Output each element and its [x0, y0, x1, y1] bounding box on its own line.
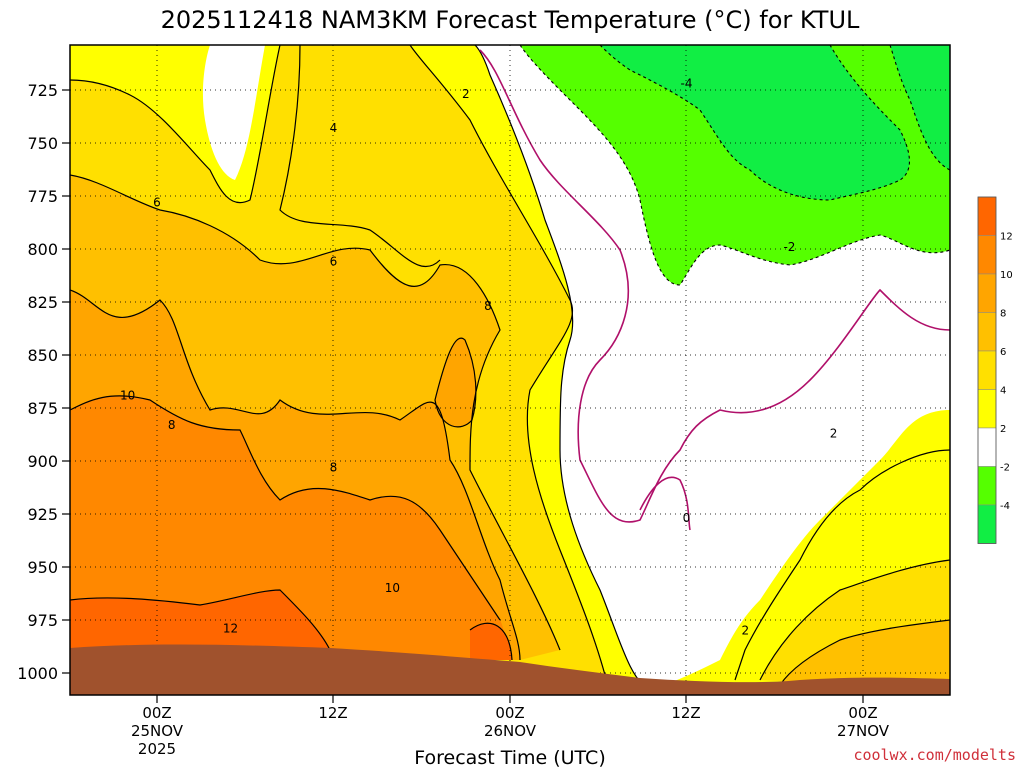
y-tick-label: 725 — [27, 81, 58, 100]
contour-line — [70, 589, 331, 651]
band-neg6-neg4-right — [890, 45, 950, 170]
y-tick-label: 925 — [27, 505, 58, 524]
x-tick-label: 2025 — [138, 740, 176, 758]
contour-line — [70, 395, 501, 621]
band-8-10-cell — [435, 338, 476, 427]
colorbar-swatch — [977, 350, 997, 390]
cold-contours — [519, 45, 950, 286]
zero-contour-line — [639, 476, 691, 531]
y-tick-label: 825 — [27, 293, 58, 312]
contour-line — [70, 45, 281, 204]
contour-label: -4 — [681, 77, 693, 91]
zero-contour-line — [479, 49, 950, 523]
colorbar-swatch — [977, 466, 997, 506]
x-tick-label: 26NOV — [484, 722, 537, 740]
contour-label: 2 — [462, 87, 470, 101]
contour-line — [759, 559, 950, 681]
contour-line — [469, 622, 513, 661]
colorbar-swatch — [977, 389, 997, 429]
contour-label: 0 — [683, 511, 691, 525]
contour-label: 2 — [830, 426, 838, 440]
contour-label: -2 — [783, 240, 795, 254]
band-12-14-cell — [470, 623, 512, 660]
y-tick-label: 975 — [27, 611, 58, 630]
x-axis-label: Forecast Time (UTC) — [414, 747, 605, 768]
colorbar-frame — [977, 196, 997, 544]
y-tick-label: 800 — [27, 240, 58, 259]
colorbar-tick-label: 4 — [1000, 386, 1006, 397]
colorbar-swatch — [977, 504, 997, 544]
contour-line — [474, 45, 651, 691]
colorbar-tick-label: 12 — [1000, 232, 1013, 243]
colorbar-swatch — [977, 273, 997, 313]
y-tick-label: 850 — [27, 346, 58, 365]
contour-label: 12 — [223, 621, 238, 635]
contour-line-neg2 — [519, 45, 950, 286]
contour-line — [279, 45, 441, 268]
contour-label: 8 — [484, 299, 492, 313]
contour-lines — [70, 45, 950, 695]
colorbar-tick-label: 6 — [1000, 347, 1006, 358]
colorbar-tick-label: 2 — [1000, 424, 1006, 435]
band-10-12 — [70, 395, 505, 660]
y-tick-label: 900 — [27, 452, 58, 471]
contour-line — [434, 337, 477, 428]
contour-label: 4 — [330, 121, 338, 135]
contour-line — [779, 619, 950, 686]
contour-label: 6 — [330, 255, 338, 269]
contour-label: 6 — [153, 195, 161, 209]
contour-label: 8 — [330, 460, 338, 474]
y-tick-label: 950 — [27, 558, 58, 577]
plot-area — [70, 45, 950, 695]
colorbar: 12 10 8 6 4 2 -2 -4 — [977, 196, 1013, 544]
chart-title: 2025112418 NAM3KM Forecast Temperature (… — [161, 6, 860, 34]
x-tick-label: 00Z — [848, 704, 877, 722]
y-tick-label: 750 — [27, 134, 58, 153]
colorbar-swatch — [977, 235, 997, 275]
zero-contour — [479, 49, 950, 531]
ground — [70, 644, 950, 695]
y-tick-label: 875 — [27, 399, 58, 418]
contour-line-neg4 — [599, 45, 910, 201]
colorbar-tick-label: 8 — [1000, 309, 1006, 320]
x-tick-label: 12Z — [671, 704, 700, 722]
x-tick-label: 00Z — [142, 704, 171, 722]
contour-line — [409, 45, 611, 695]
colorbar-tick-label: -4 — [1000, 501, 1010, 512]
contour-label: 2 — [742, 624, 750, 638]
contour-line — [70, 289, 521, 661]
x-tick-label: 25NOV — [131, 722, 184, 740]
x-tick-label: 00Z — [495, 704, 524, 722]
x-tick-label: 27NOV — [837, 722, 890, 740]
contour-label: 8 — [168, 418, 176, 432]
y-tick-label: 1000 — [17, 664, 58, 683]
contour-line — [70, 174, 561, 651]
band-neg2-2-top — [202, 45, 265, 180]
colorbar-tick-label: -2 — [1000, 463, 1010, 474]
band-neg6-neg4 — [600, 45, 910, 200]
credit-text: coolwx.com/modelts — [853, 746, 1016, 764]
y-tick-label: 775 — [27, 187, 58, 206]
colorbar-tick-label: 10 — [1000, 270, 1013, 281]
colorbar-swatch — [977, 312, 997, 352]
band-6-8-lobe — [780, 620, 950, 690]
y-axis: 725 750 775 800 825 850 875 900 925 950 975 1000 — [17, 81, 70, 683]
contour-label: 10 — [120, 388, 135, 402]
contour-line — [734, 449, 950, 681]
contour-labels: 2 4 6 6 8 10 8 8 10 12 -4 -2 2 0 2 — [120, 77, 837, 638]
contour-line-neg4 — [889, 45, 950, 171]
x-tick-label: 12Z — [318, 704, 347, 722]
colorbar-swatch — [977, 196, 997, 236]
colorbar-swatch — [977, 427, 997, 467]
contour-label: 10 — [385, 581, 400, 595]
